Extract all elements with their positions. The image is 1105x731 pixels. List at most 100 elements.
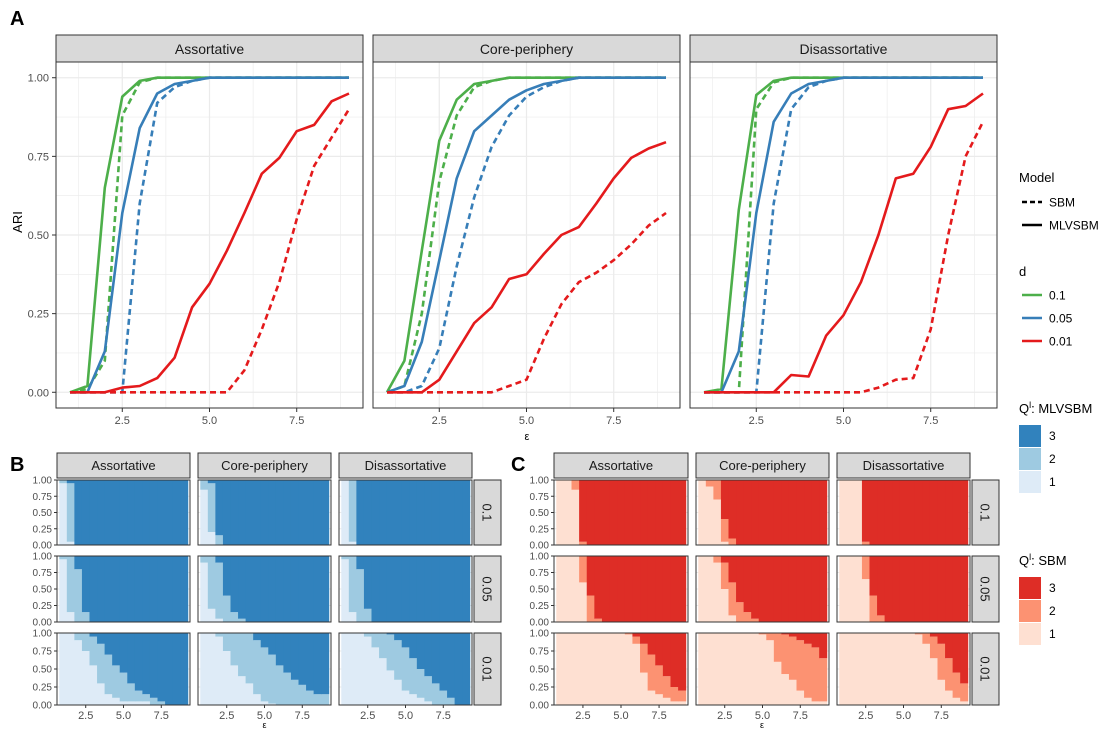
area-q1	[892, 633, 901, 705]
legend-swatch-q-mlvsbm-1	[1019, 471, 1041, 493]
area-q1	[678, 701, 687, 705]
area-q3	[104, 556, 113, 622]
area-q2	[416, 669, 425, 698]
area-q3	[371, 480, 380, 545]
panel-border	[695, 479, 830, 546]
y-tick-label: 0.50	[33, 665, 53, 676]
y-tick-label: 0.00	[530, 701, 550, 712]
row-strip-label: 0.1	[480, 503, 495, 521]
area-q3	[112, 633, 121, 666]
area-q3	[579, 480, 588, 542]
area-q3	[743, 480, 752, 545]
area-q3	[268, 480, 277, 545]
area-q2	[804, 643, 813, 698]
y-tick-label: 0.25	[530, 601, 550, 612]
area-q3	[260, 556, 269, 622]
area-q2	[705, 480, 714, 487]
area-q3	[306, 633, 315, 691]
area-q1	[104, 694, 113, 705]
area-q1	[363, 636, 372, 705]
area-q2	[207, 483, 216, 532]
x-tick-label: 5.0	[116, 710, 131, 722]
area-q3	[306, 480, 315, 545]
legend-label-d-0-1: 0.1	[1049, 289, 1066, 303]
area-q2	[371, 633, 380, 648]
area-q3	[180, 480, 189, 545]
area-q3	[766, 480, 775, 545]
area-q3	[447, 633, 456, 698]
area-q3	[861, 480, 870, 542]
area-q2	[662, 676, 671, 698]
area-q3	[796, 480, 805, 545]
area-q3	[356, 556, 365, 570]
area-q1	[632, 643, 641, 705]
series-line-sbm-d-0-05	[70, 76, 349, 394]
area-q3	[157, 556, 166, 622]
area-q1	[781, 674, 790, 705]
x-tick-label: 7.5	[923, 415, 938, 427]
area-q1	[586, 633, 595, 705]
x-axis-label: ε	[760, 720, 764, 730]
area-q1	[728, 615, 737, 622]
area-q3	[149, 633, 159, 698]
area-q1	[758, 634, 767, 705]
area-q3	[245, 556, 254, 622]
area-q1	[571, 556, 580, 622]
area-q1	[371, 647, 380, 705]
area-q1	[846, 480, 855, 545]
area-q3	[215, 556, 224, 563]
area-q3	[796, 556, 805, 622]
area-q3	[386, 556, 395, 622]
area-q2	[348, 556, 357, 613]
area-q1	[713, 499, 722, 545]
area-q1	[869, 633, 878, 705]
x-tick-label: 2.5	[858, 710, 873, 722]
area-q1	[215, 636, 224, 705]
area-q3	[253, 556, 262, 622]
area-q2	[819, 658, 828, 702]
area-q1	[81, 651, 90, 705]
area-q1	[579, 582, 588, 622]
facet-strip-label: Assortative	[589, 458, 653, 473]
x-tick-label: 5.0	[613, 710, 628, 722]
area-q1	[819, 701, 828, 705]
area-q3	[736, 556, 745, 603]
area-q2	[104, 654, 113, 695]
facet-strip-label: Core-periphery	[719, 458, 806, 473]
y-axis-label: ARI	[10, 211, 25, 233]
area-q2	[922, 633, 931, 644]
legend-swatch-q-sbm-1	[1019, 623, 1041, 645]
legend-label-d-0-05: 0.05	[1049, 312, 1073, 326]
area-q2	[728, 538, 737, 545]
series-line-sbm-d-0-01	[387, 211, 667, 394]
x-axis-label: ε	[525, 431, 530, 443]
area-q1	[89, 665, 98, 705]
y-tick-label: 0.75	[33, 568, 53, 579]
area-q1	[563, 633, 573, 705]
area-q1	[640, 672, 649, 705]
legend-title-d: d	[1019, 264, 1026, 279]
facet-strip-label: Disassortative	[365, 458, 447, 473]
area-q1	[74, 640, 83, 705]
area-q3	[66, 480, 75, 484]
area-q2	[670, 687, 679, 702]
area-q3	[945, 480, 954, 545]
area-q3	[728, 480, 737, 539]
area-q3	[431, 633, 441, 684]
legend-swatch-q-mlvsbm-2	[1019, 448, 1041, 470]
area-q2	[283, 672, 292, 705]
area-q1	[773, 661, 782, 705]
area-q1	[839, 480, 848, 545]
area-q3	[157, 633, 166, 702]
area-q3	[811, 480, 820, 545]
area-q1	[846, 556, 855, 622]
area-q2	[356, 569, 365, 622]
area-q3	[268, 633, 277, 655]
area-q2	[149, 697, 159, 705]
area-q3	[313, 633, 322, 695]
area-q1	[861, 633, 870, 705]
facet-disassortative-0-05	[338, 555, 473, 623]
area-q3	[394, 556, 403, 622]
area-q3	[952, 556, 961, 622]
area-q1	[416, 697, 425, 705]
